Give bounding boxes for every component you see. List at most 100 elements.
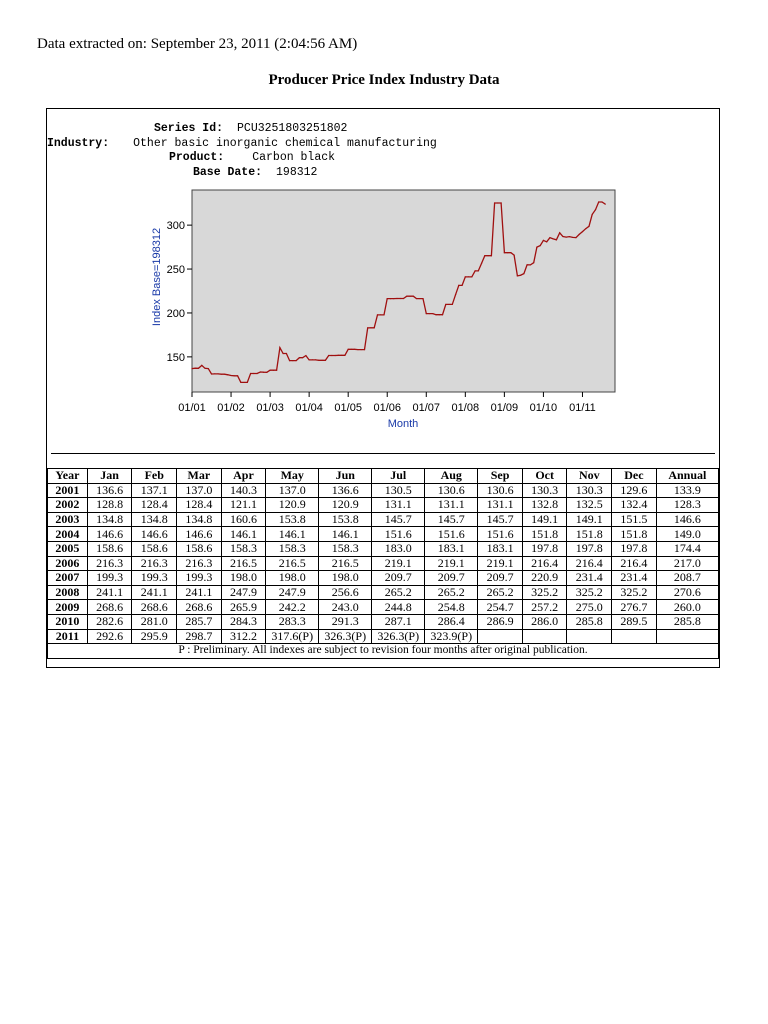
column-header: Nov bbox=[566, 468, 613, 484]
column-header: Jul bbox=[371, 468, 426, 484]
data-point bbox=[451, 303, 453, 306]
value-cell: 131.1 bbox=[371, 497, 426, 513]
value-cell: 242.2 bbox=[265, 599, 320, 615]
y-axis: 150 200 250 300 bbox=[167, 220, 192, 364]
data-point bbox=[360, 348, 362, 351]
data-point bbox=[523, 273, 525, 275]
y-axis-label: Index Base=198312 bbox=[151, 228, 163, 326]
value-cell: 134.8 bbox=[176, 511, 222, 528]
year-cell: 2009 bbox=[47, 599, 88, 615]
value-cell: 270.6 bbox=[655, 584, 720, 601]
value-cell: 281.0 bbox=[131, 613, 178, 630]
value-cell: 254.7 bbox=[477, 599, 523, 615]
data-point bbox=[357, 348, 359, 351]
value-cell: 132.5 bbox=[566, 497, 613, 513]
data-point bbox=[454, 294, 457, 296]
value-cell bbox=[521, 628, 568, 645]
data-point bbox=[383, 314, 385, 316]
series-id-value: PCU3251803251802 bbox=[237, 122, 348, 135]
value-cell: 284.3 bbox=[220, 613, 267, 630]
data-point bbox=[341, 354, 343, 356]
value-cell: 254.8 bbox=[424, 599, 479, 615]
value-cell: 145.7 bbox=[477, 511, 523, 528]
value-cell: 287.1 bbox=[371, 613, 426, 630]
value-cell: 209.7 bbox=[371, 570, 426, 586]
value-cell: 216.4 bbox=[521, 555, 568, 572]
value-cell: 137.1 bbox=[131, 482, 178, 499]
value-cell: 128.3 bbox=[655, 497, 720, 513]
value-cell: 265.2 bbox=[424, 584, 479, 601]
data-point bbox=[510, 252, 512, 254]
value-cell: 134.8 bbox=[86, 511, 133, 528]
column-header: Jun bbox=[318, 468, 373, 484]
column-header: Dec bbox=[611, 468, 657, 484]
value-cell: 199.3 bbox=[86, 570, 133, 586]
data-point bbox=[308, 359, 310, 361]
year-cell: 2010 bbox=[47, 613, 88, 630]
data-point bbox=[236, 375, 239, 377]
data-point bbox=[386, 298, 388, 300]
value-cell: 151.8 bbox=[521, 526, 568, 542]
table-row: 2008 241.1 241.1 241.1 247.9 247.9 256.6 265.2 2… bbox=[47, 584, 720, 601]
data-point bbox=[315, 359, 317, 361]
value-cell: 286.9 bbox=[477, 613, 523, 630]
value-cell: 216.3 bbox=[176, 555, 222, 572]
value-cell: 219.1 bbox=[477, 555, 523, 572]
value-cell: 153.8 bbox=[265, 511, 320, 528]
value-cell: 276.7 bbox=[611, 599, 657, 615]
value-cell: 158.3 bbox=[265, 540, 320, 557]
value-cell: 217.0 bbox=[655, 555, 720, 572]
data-point bbox=[331, 354, 333, 357]
value-cell: 244.8 bbox=[371, 599, 426, 615]
data-point bbox=[555, 239, 558, 241]
value-cell: 208.7 bbox=[655, 570, 720, 586]
data-point bbox=[354, 348, 356, 350]
industry-label: Industry: bbox=[47, 136, 110, 150]
data-point bbox=[516, 275, 518, 277]
x-tick-label: 01/11 bbox=[569, 402, 596, 414]
column-header: Feb bbox=[131, 468, 178, 484]
value-cell: 197.8 bbox=[521, 540, 568, 557]
value-cell: 219.1 bbox=[424, 555, 479, 572]
data-point bbox=[210, 373, 213, 375]
ppi-data-table: Year Jan Feb Mar Apr May Jun Jul Aug Sep Oct Nov Dec… bbox=[47, 468, 720, 659]
data-point bbox=[298, 357, 300, 359]
data-point bbox=[572, 236, 574, 239]
value-cell: 317.6(P) bbox=[265, 628, 320, 645]
x-tick-label: 01/10 bbox=[530, 402, 558, 414]
value-cell: 216.4 bbox=[566, 555, 613, 572]
data-point bbox=[412, 295, 414, 297]
data-point bbox=[507, 252, 509, 254]
data-point bbox=[311, 359, 313, 361]
x-tick-label: 01/05 bbox=[334, 402, 362, 414]
data-point bbox=[217, 373, 219, 375]
data-point bbox=[477, 270, 479, 272]
column-header: Mar bbox=[176, 468, 222, 484]
data-point bbox=[575, 237, 577, 239]
column-header: Aug bbox=[424, 468, 479, 484]
value-cell: 133.9 bbox=[655, 482, 720, 499]
data-point bbox=[549, 237, 551, 239]
data-point bbox=[305, 354, 307, 357]
value-cell: 247.9 bbox=[220, 584, 267, 601]
data-point bbox=[428, 312, 431, 315]
value-cell: 285.8 bbox=[566, 613, 613, 630]
value-cell: 260.0 bbox=[655, 599, 720, 615]
base-date-label: Base Date: bbox=[193, 165, 263, 179]
data-points bbox=[191, 201, 606, 384]
value-cell: 151.6 bbox=[477, 526, 523, 542]
data-point bbox=[409, 295, 411, 297]
data-point bbox=[380, 314, 382, 316]
table-row: 2001 136.6 137.1 137.0 140.3 137.0 136.6 130.5 1… bbox=[47, 482, 720, 499]
x-tick-label: 01/06 bbox=[373, 402, 401, 414]
value-cell: 151.5 bbox=[611, 511, 657, 528]
value-cell: 146.1 bbox=[265, 526, 320, 542]
value-cell: 131.1 bbox=[477, 497, 523, 513]
data-point bbox=[194, 367, 196, 369]
data-point bbox=[529, 264, 531, 266]
value-cell: 275.0 bbox=[566, 599, 613, 615]
data-point bbox=[337, 354, 340, 356]
data-point bbox=[568, 236, 571, 238]
data-point bbox=[191, 368, 193, 370]
data-point bbox=[415, 297, 418, 300]
